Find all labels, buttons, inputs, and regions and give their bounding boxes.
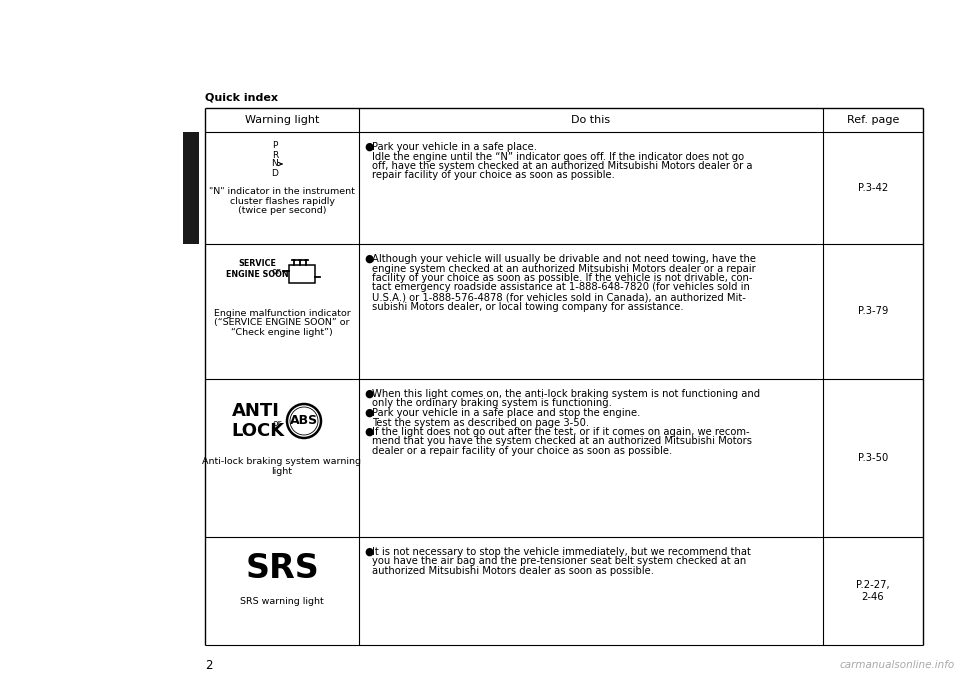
Text: 2: 2 [205,659,212,672]
Text: ●: ● [364,254,373,264]
Text: N: N [272,159,278,169]
Text: R: R [272,151,278,159]
Text: ●: ● [364,389,373,399]
Text: facility of your choice as soon as possible. If the vehicle is not drivable, con: facility of your choice as soon as possi… [372,273,753,283]
Text: Do this: Do this [571,115,611,125]
Text: ●: ● [364,427,373,437]
Text: Ref. page: Ref. page [847,115,900,125]
Bar [289,265,315,283]
Text: Park your vehicle in a safe place.: Park your vehicle in a safe place. [372,142,537,152]
Bar [183,132,199,244]
Text: P: P [273,142,277,151]
Text: Engine malfunction indicator: Engine malfunction indicator [214,309,350,318]
Text: you have the air bag and the pre-tensioner seat belt system checked at an: you have the air bag and the pre-tension… [372,557,746,567]
Text: or: or [272,266,280,275]
Text: Idle the engine until the “N” indicator goes off. If the indicator does not go: Idle the engine until the “N” indicator … [372,151,744,161]
Text: D: D [272,169,278,178]
Text: ABS: ABS [290,414,318,428]
Text: authorized Mitsubishi Motors dealer as soon as possible.: authorized Mitsubishi Motors dealer as s… [372,566,654,576]
Text: ●: ● [364,408,373,418]
Text: SRS: SRS [245,553,319,586]
Text: SRS warning light: SRS warning light [240,597,324,606]
Text: When this light comes on, the anti-lock braking system is not functioning and: When this light comes on, the anti-lock … [372,389,760,399]
Text: It is not necessary to stop the vehicle immediately, but we recommend that: It is not necessary to stop the vehicle … [372,547,751,557]
Text: "N" indicator in the instrument: "N" indicator in the instrument [209,187,355,196]
Text: Although your vehicle will usually be drivable and not need towing, have the: Although your vehicle will usually be dr… [372,254,756,264]
Text: ●: ● [364,142,373,152]
Text: P.2-27,
2-46: P.2-27, 2-46 [856,580,890,602]
Text: Anti-lock braking system warning: Anti-lock braking system warning [203,457,362,466]
Text: Park your vehicle in a safe place and stop the engine.: Park your vehicle in a safe place and st… [372,408,640,418]
Text: carmanualsonline.info: carmanualsonline.info [840,660,955,670]
Text: P.3-42: P.3-42 [858,183,888,193]
Text: or: or [273,418,281,428]
Text: subishi Motors dealer, or local towing company for assistance.: subishi Motors dealer, or local towing c… [372,302,684,311]
Text: U.S.A.) or 1-888-576-4878 (for vehicles sold in Canada), an authorized Mit-: U.S.A.) or 1-888-576-4878 (for vehicles … [372,292,746,302]
Text: Warning light: Warning light [245,115,319,125]
Text: Quick index: Quick index [205,92,278,102]
Text: (“SERVICE ENGINE SOON” or: (“SERVICE ENGINE SOON” or [214,319,349,327]
Text: ●: ● [364,547,373,557]
Text: off, have the system checked at an authorized Mitsubishi Motors dealer or a: off, have the system checked at an autho… [372,161,753,171]
Text: SERVICE
ENGINE SOON: SERVICE ENGINE SOON [226,259,288,279]
Text: cluster flashes rapidly: cluster flashes rapidly [229,197,334,205]
Text: only the ordinary braking system is functioning.: only the ordinary braking system is func… [372,399,612,409]
Text: P.3-50: P.3-50 [858,453,888,463]
Text: mend that you have the system checked at an authorized Mitsubishi Motors: mend that you have the system checked at… [372,437,752,447]
Text: dealer or a repair facility of your choice as soon as possible.: dealer or a repair facility of your choi… [372,446,672,456]
Text: engine system checked at an authorized Mitsubishi Motors dealer or a repair: engine system checked at an authorized M… [372,264,756,273]
Text: tact emergency roadside assistance at 1-888-648-7820 (for vehicles sold in: tact emergency roadside assistance at 1-… [372,283,750,292]
Text: P.3-79: P.3-79 [858,306,888,317]
Text: (twice per second): (twice per second) [238,206,326,215]
Text: Test the system as described on page 3-50.: Test the system as described on page 3-5… [372,418,589,428]
Text: ANTI
LOCK: ANTI LOCK [231,402,284,440]
Text: light: light [272,466,293,475]
Text: If the light does not go out after the test, or if it comes on again, we recom-: If the light does not go out after the t… [372,427,750,437]
Text: “Check engine light”): “Check engine light”) [231,328,333,337]
Text: repair facility of your choice as soon as possible.: repair facility of your choice as soon a… [372,170,614,180]
